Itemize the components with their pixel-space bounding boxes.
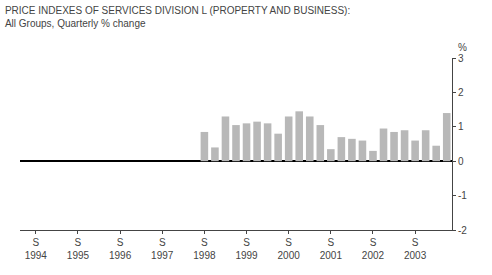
svg-text:2: 2 [458,87,464,98]
svg-text:S1997: S1997 [151,237,174,261]
svg-text:0: 0 [458,156,464,167]
svg-text:-1: -1 [458,190,467,201]
svg-text:S1995: S1995 [67,237,90,261]
svg-text:S1998: S1998 [193,237,216,261]
svg-text:S1996: S1996 [109,237,132,261]
svg-text:%: % [458,42,467,53]
svg-text:1: 1 [458,121,464,132]
svg-text:PRICE INDEXES OF SERVICES DIVI: PRICE INDEXES OF SERVICES DIVISION L (PR… [5,5,350,29]
svg-text:S2003: S2003 [404,237,427,261]
svg-text:S2002: S2002 [362,237,385,261]
svg-text:-2: -2 [458,225,467,236]
svg-text:3: 3 [458,53,464,64]
svg-text:S2000: S2000 [278,237,301,261]
svg-text:S1999: S1999 [235,237,258,261]
svg-text:S2001: S2001 [320,237,343,261]
svg-text:S1994: S1994 [25,237,48,261]
